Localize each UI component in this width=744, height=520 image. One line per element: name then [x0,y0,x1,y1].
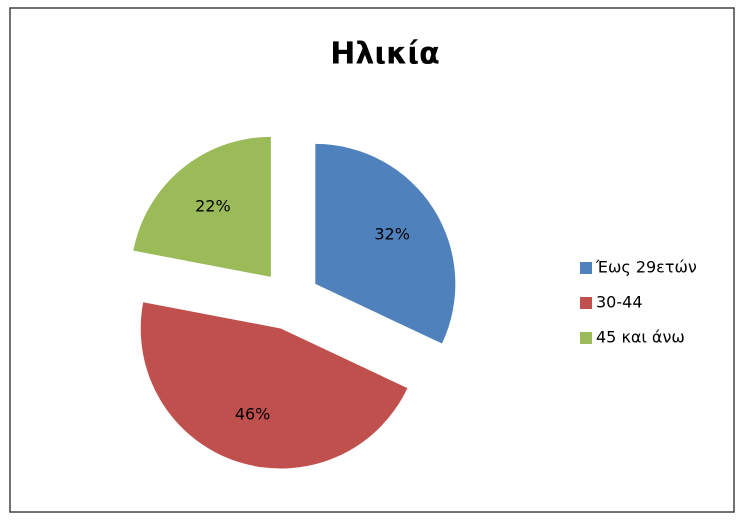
legend-label: 30-44 [596,293,643,312]
legend-label: 45 και άνω [596,328,685,347]
data-label: 32% [374,225,410,244]
legend-swatch [580,297,592,309]
data-label: 46% [235,405,271,424]
data-label: 22% [195,196,231,215]
legend-label: Έως 29ετών [595,258,697,277]
legend-swatch [580,332,592,344]
pie-slice [315,143,456,344]
legend-swatch [580,262,592,274]
pie-slice [133,136,271,277]
chart-title: Ηλικία [330,37,439,72]
pie-slice [140,302,408,469]
